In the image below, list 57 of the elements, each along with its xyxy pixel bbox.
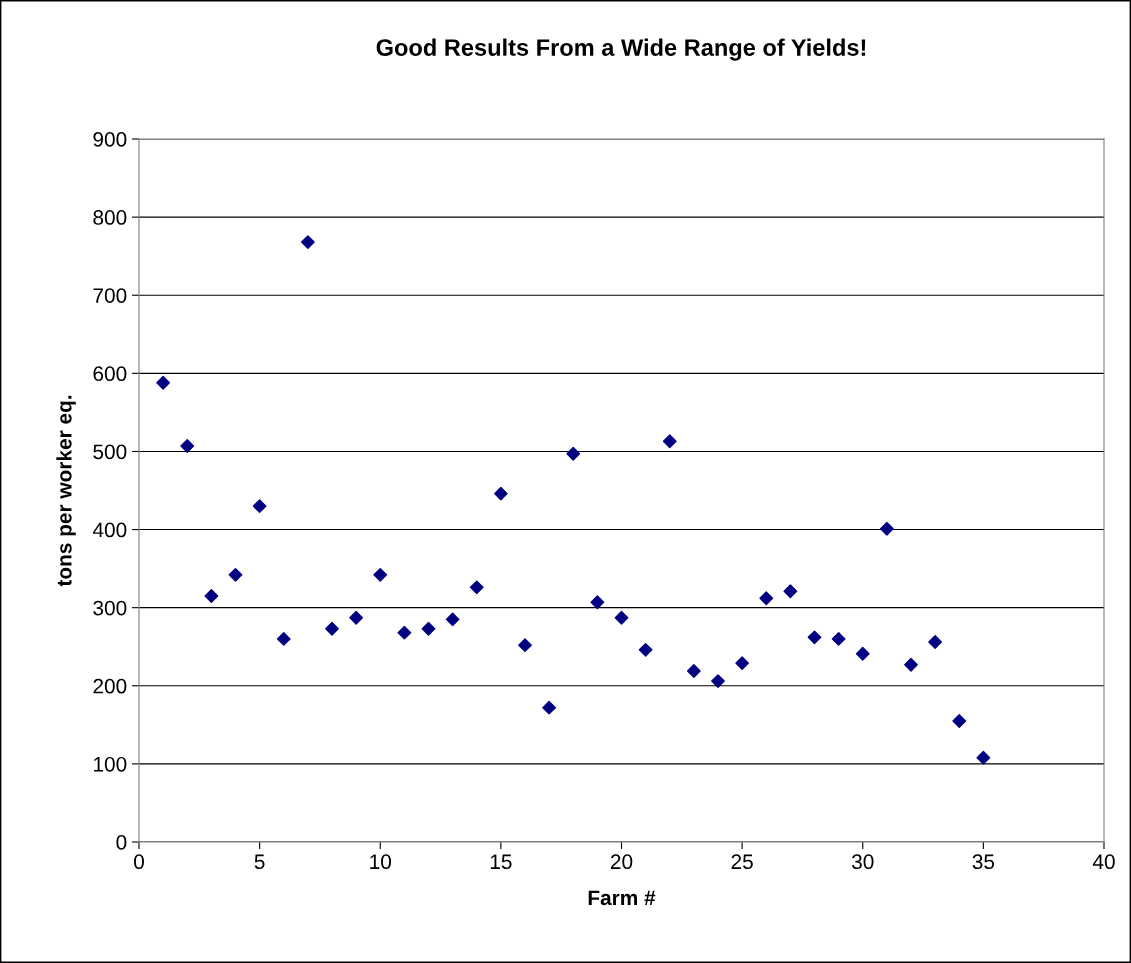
point	[421, 621, 436, 636]
point	[373, 567, 388, 582]
point	[156, 375, 171, 390]
point	[325, 621, 339, 636]
point	[614, 610, 629, 625]
x-tick-label: 15	[490, 854, 512, 870]
point	[204, 589, 219, 603]
point	[493, 486, 508, 501]
point	[662, 434, 677, 449]
x-tick-label: 20	[610, 854, 633, 870]
x-tick-label: 30	[851, 854, 874, 870]
y-tick-label: 100	[94, 756, 127, 772]
point	[952, 714, 967, 728]
point	[469, 580, 484, 595]
y-tick-label: 600	[93, 366, 127, 382]
point	[904, 657, 918, 672]
point	[180, 439, 195, 453]
point	[759, 591, 774, 606]
point	[349, 610, 364, 625]
point	[807, 630, 822, 645]
point	[590, 595, 605, 610]
point	[928, 635, 943, 649]
y-tick-label: 500	[93, 444, 127, 460]
x-tick-label: 35	[972, 854, 995, 870]
point	[711, 674, 725, 688]
point	[276, 632, 291, 646]
y-tick-label: 200	[93, 678, 127, 694]
y-tick-label: 900	[93, 132, 127, 147]
point	[566, 446, 581, 461]
x-tick-label: 10	[370, 854, 392, 870]
point	[879, 521, 894, 536]
point	[855, 646, 870, 661]
point	[542, 700, 557, 715]
point	[300, 235, 315, 250]
point	[397, 625, 412, 640]
y-tick-label: 0	[116, 835, 127, 850]
point	[228, 567, 243, 582]
x-tick-label: 5	[254, 854, 265, 870]
y-tick-label: 400	[92, 522, 127, 538]
point	[445, 612, 460, 627]
y-tick-label: 800	[93, 210, 127, 225]
point	[686, 664, 701, 678]
chart-title: Good Results From a Wide Range of Yields!	[376, 38, 866, 61]
y-tick-label: 300	[93, 600, 127, 616]
point	[783, 584, 798, 599]
point	[518, 638, 532, 653]
x-axis-title: Farm #	[588, 890, 656, 906]
point	[638, 642, 653, 657]
point	[976, 750, 991, 765]
point	[735, 656, 750, 671]
x-tick-label: 0	[134, 854, 144, 870]
x-tick-label: 40	[1092, 854, 1115, 870]
point	[831, 632, 846, 646]
x-tick-label: 25	[731, 854, 753, 870]
point	[252, 499, 267, 514]
y-axis-title: tons per worker eq.	[56, 395, 76, 587]
y-tick-label: 700	[93, 288, 127, 303]
